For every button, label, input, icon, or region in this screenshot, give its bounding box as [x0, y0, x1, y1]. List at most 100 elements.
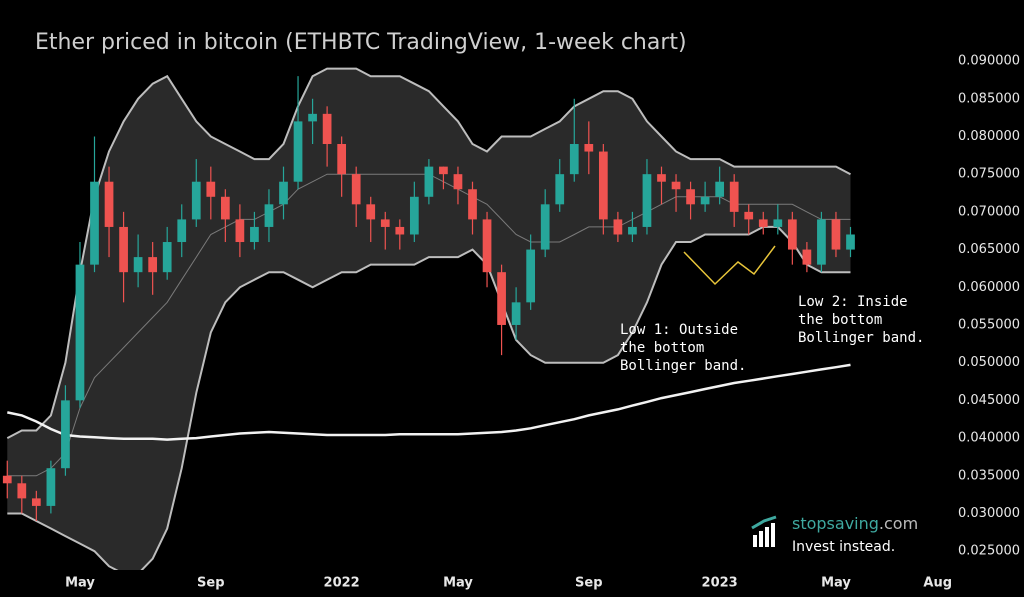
y-tick-label: 0.085000 — [958, 91, 1020, 106]
moving-average — [7, 363, 851, 441]
logo-name: stopsaving — [792, 514, 879, 533]
candle-body — [439, 166, 448, 175]
candle-body — [308, 113, 317, 122]
candle-body — [773, 219, 783, 227]
annotation: Low 2: Inside — [798, 294, 908, 310]
bollinger-fill — [7, 68, 851, 570]
y-tick-label: 0.030000 — [958, 506, 1020, 521]
candle-body — [671, 181, 681, 190]
plot-area — [2, 67, 855, 570]
candle-body — [424, 166, 434, 197]
annotation: the bottom — [798, 312, 882, 328]
candle-body — [744, 211, 754, 220]
candle-body — [293, 121, 303, 182]
candle-body — [569, 144, 579, 175]
candle-body — [700, 196, 710, 205]
candle-body — [148, 257, 158, 273]
candle-body — [453, 174, 463, 190]
candle-body — [61, 400, 70, 469]
annotation: the bottom — [620, 340, 704, 356]
candle-body — [831, 219, 841, 250]
candle-body — [177, 219, 187, 243]
candle-body — [787, 219, 797, 250]
candle-body — [90, 181, 99, 265]
candle-body — [351, 174, 361, 205]
candle-body — [46, 468, 56, 506]
y-tick-label: 0.025000 — [958, 544, 1020, 559]
annotation: Low 1: Outside — [620, 322, 738, 338]
y-tick-label: 0.050000 — [958, 355, 1020, 370]
candle-body — [846, 234, 855, 250]
candle-body — [279, 181, 288, 205]
candle-body — [119, 226, 128, 273]
candle-body — [584, 144, 594, 152]
y-tick-label: 0.060000 — [958, 280, 1020, 295]
w-pattern — [683, 245, 776, 286]
candle-body — [75, 264, 85, 401]
y-tick-label: 0.055000 — [958, 317, 1020, 332]
candle-body — [250, 226, 259, 243]
candle-body — [686, 189, 695, 205]
candle-body — [468, 189, 477, 220]
x-tick-label: Sep — [197, 576, 225, 591]
candle-body — [657, 174, 666, 182]
candle-body — [628, 226, 637, 235]
candle-body — [366, 204, 376, 220]
candle-body — [817, 219, 826, 265]
candle-body — [206, 181, 216, 197]
candle-body — [555, 174, 565, 205]
candle-body — [264, 204, 274, 227]
bollinger-lower — [7, 225, 851, 570]
candle-body — [598, 151, 608, 220]
chart-title: Ether priced in bitcoin (ETHBTC TradingV… — [35, 30, 687, 55]
candle-body — [729, 181, 739, 212]
x-tick-label: 2023 — [702, 576, 738, 591]
candle-body — [322, 113, 332, 145]
candle-body — [540, 204, 550, 250]
candle-body — [715, 181, 725, 197]
candle-body — [758, 219, 768, 227]
x-tick-label: May — [65, 576, 95, 591]
y-tick-label: 0.090000 — [958, 54, 1020, 69]
candle-body — [17, 483, 27, 499]
candle-body — [162, 242, 172, 273]
candle-body — [511, 302, 521, 325]
logo-icon — [751, 515, 777, 547]
y-tick-label: 0.070000 — [958, 204, 1020, 219]
candle-body — [409, 196, 419, 235]
y-tick-label: 0.035000 — [958, 468, 1020, 483]
candle-body — [802, 249, 812, 265]
logo-suffix: .com — [879, 514, 918, 533]
x-tick-label: 2022 — [324, 576, 360, 591]
candle-body — [133, 257, 143, 273]
x-tick-label: May — [443, 576, 473, 591]
annotation: Bollinger band. — [798, 330, 924, 346]
y-tick-label: 0.080000 — [958, 129, 1020, 144]
logo-text: stopsaving.com — [792, 514, 918, 533]
candle-body — [395, 226, 405, 235]
y-tick-label: 0.065000 — [958, 242, 1020, 257]
y-tick-label: 0.075000 — [958, 167, 1020, 182]
candle-body — [526, 249, 536, 303]
candle-body — [220, 196, 230, 220]
y-tick-label: 0.045000 — [958, 393, 1020, 408]
x-tick-label: Aug — [923, 576, 952, 591]
candle-body — [642, 174, 652, 227]
y-tick-label: 0.040000 — [958, 431, 1020, 446]
candle-body — [104, 181, 114, 227]
logo-tagline: Invest instead. — [792, 539, 895, 555]
candle-body — [191, 181, 201, 220]
x-tick-label: May — [821, 576, 851, 591]
annotation: Bollinger band. — [620, 358, 746, 374]
candle-body — [337, 144, 347, 175]
bollinger-upper — [6, 67, 851, 439]
candle-body — [2, 475, 12, 484]
candle-body — [235, 219, 245, 243]
candle-body — [497, 272, 506, 325]
candle-body — [380, 219, 390, 227]
candle-body — [613, 219, 623, 235]
x-tick-label: Sep — [575, 576, 603, 591]
candle-body — [31, 498, 41, 506]
candle-body — [482, 219, 492, 273]
